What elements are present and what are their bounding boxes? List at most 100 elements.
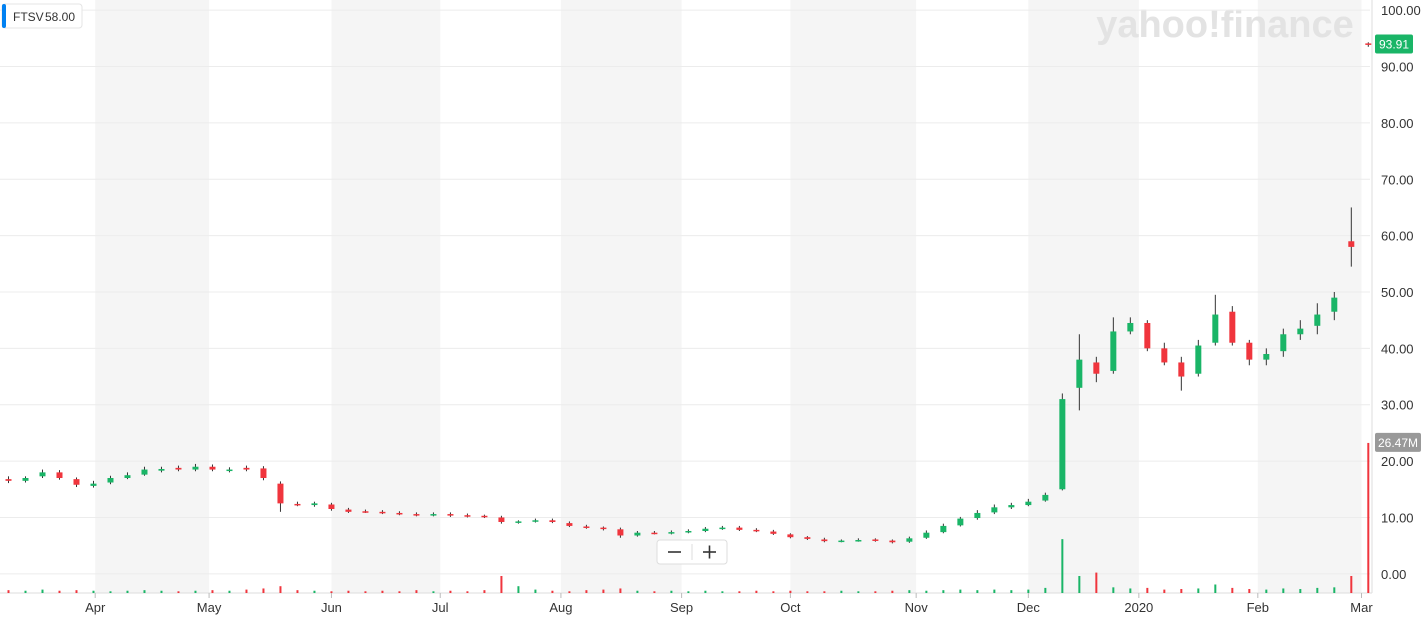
volume-bar — [279, 586, 282, 593]
month-band — [790, 0, 917, 593]
candle-body — [243, 467, 250, 470]
zoom-in-button[interactable] — [703, 545, 716, 559]
y-tick-label: 100.00 — [1381, 3, 1421, 18]
volume-bar — [534, 589, 537, 593]
y-tick-label: 50.00 — [1381, 285, 1414, 300]
candle-body — [532, 520, 539, 522]
volume-bar — [1333, 587, 1336, 593]
volume-bar — [245, 589, 248, 593]
candle-body — [1059, 399, 1066, 490]
volume-bar — [1367, 442, 1370, 593]
candle-body — [515, 521, 522, 523]
candle-body — [1076, 359, 1083, 388]
volume-bar — [857, 591, 860, 593]
volume-bar — [1095, 572, 1098, 593]
candle-body — [940, 525, 947, 533]
candle-body — [719, 527, 726, 530]
y-tick-label: 40.00 — [1381, 341, 1414, 356]
volume-bar — [789, 590, 792, 593]
volume-bar — [891, 590, 894, 593]
volume-bar — [415, 590, 418, 593]
candle-body — [107, 478, 114, 483]
candle-body — [838, 540, 845, 543]
candle-body — [1178, 362, 1185, 377]
candle-body — [651, 532, 658, 535]
candle-body — [175, 467, 182, 470]
x-tick-label: May — [197, 600, 222, 615]
volume-bar — [500, 575, 503, 593]
candle-body — [1127, 322, 1134, 332]
candle-body — [1280, 334, 1287, 352]
candle-body — [294, 503, 301, 506]
candle-body — [226, 469, 233, 472]
candle-body — [770, 531, 777, 534]
volume-bar — [160, 590, 163, 593]
volume-bar — [772, 591, 775, 593]
volume-bar — [1265, 589, 1268, 593]
candle-body — [56, 472, 63, 479]
legend-value: 58.00 — [45, 10, 75, 24]
candle-body — [158, 468, 165, 471]
candle-body — [311, 503, 318, 506]
volume-bar — [228, 590, 231, 593]
volume-bar — [381, 590, 384, 593]
month-band — [1028, 0, 1139, 593]
volume-bar — [143, 590, 146, 593]
volume-bar — [670, 590, 673, 593]
x-tick-label: Aug — [549, 600, 572, 615]
month-band — [331, 0, 441, 593]
x-tick-label: Jun — [321, 600, 342, 615]
volume-bar — [1299, 589, 1302, 593]
candle-body — [277, 483, 284, 504]
candle-body — [1195, 345, 1202, 374]
candle-body — [855, 540, 862, 542]
volume-bar — [262, 588, 265, 593]
candle-body — [379, 511, 386, 514]
volume-bar — [58, 590, 61, 593]
volume-bar — [449, 590, 452, 593]
volume-bar — [126, 590, 129, 593]
month-band — [95, 0, 210, 593]
candle-body — [906, 538, 913, 542]
volume-bar — [687, 591, 690, 593]
candle-body — [39, 472, 46, 477]
candle-body — [413, 514, 420, 516]
candle-body — [90, 483, 97, 486]
volume-bar — [823, 591, 826, 593]
candle-body — [1331, 297, 1338, 312]
volume-bar — [1231, 587, 1234, 593]
volume-bar — [330, 591, 333, 593]
volume-bar — [466, 591, 469, 593]
volume-bar — [1214, 584, 1217, 593]
volume-tag-label: 26.47M — [1378, 436, 1418, 450]
x-tick-label: Jul — [432, 600, 449, 615]
y-tick-label: 0.00 — [1381, 567, 1406, 582]
candle-body — [22, 478, 29, 481]
candle-body — [634, 532, 641, 536]
volume-bar — [840, 590, 843, 593]
volume-bar — [517, 586, 520, 593]
candle-body — [702, 528, 709, 531]
candle-body — [974, 512, 981, 519]
volume-bar — [1197, 588, 1200, 593]
volume-bar — [347, 590, 350, 593]
volume-bar — [75, 590, 78, 593]
volume-bar — [92, 590, 95, 593]
x-tick-label: 2020 — [1124, 600, 1153, 615]
volume-bar — [41, 589, 44, 593]
candle-body — [5, 479, 12, 481]
x-tick-label: Oct — [780, 600, 801, 615]
candle-body — [821, 539, 828, 542]
candle-body — [260, 468, 267, 479]
candle-body — [804, 537, 811, 539]
volume-bar — [1146, 587, 1149, 593]
price-tag-label: 93.91 — [1379, 37, 1409, 51]
candle-body — [192, 466, 199, 470]
volume-bar — [1180, 589, 1183, 593]
volume-tag — [1375, 432, 1421, 452]
y-tick-label: 10.00 — [1381, 510, 1414, 525]
candle-body — [617, 529, 624, 536]
volume-bar — [296, 590, 299, 593]
candle-body — [889, 540, 896, 543]
candle-body — [1008, 505, 1015, 508]
